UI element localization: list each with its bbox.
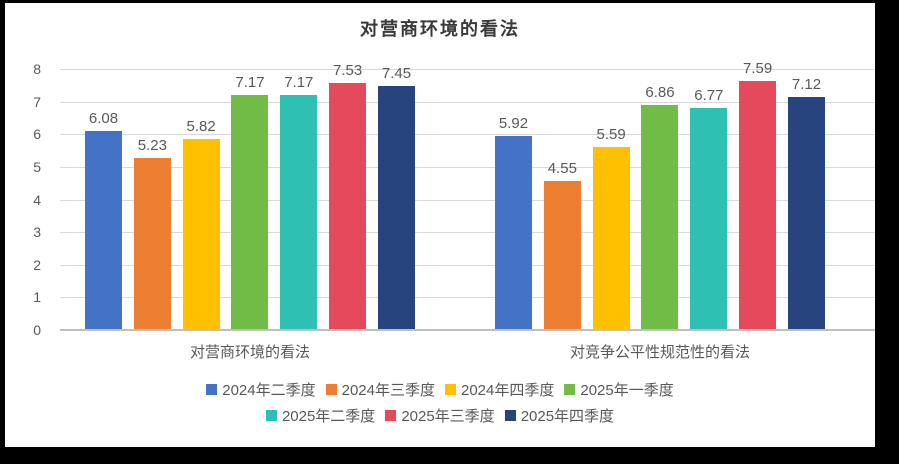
legend-swatch: [265, 410, 277, 421]
bar: [231, 95, 269, 329]
chart-canvas: 对营商环境的看法 0 1 2 3 4 5 6 7 8 6.08 5.23 5.82 7.17 7.17 7.…: [5, 3, 875, 447]
bar: [495, 135, 532, 329]
legend-swatch: [445, 384, 456, 395]
bar-wrap: 7.53: [329, 62, 367, 329]
legend-label: 2025年四季度: [520, 408, 615, 425]
legend-item: 2025年四季度: [504, 405, 615, 426]
x-axis-line: [60, 329, 875, 331]
bar: [85, 130, 122, 329]
bar-wrap: 7.45: [377, 64, 415, 329]
bar-value-label: 5.23: [137, 137, 167, 155]
legend-label: 2025年三季度: [401, 408, 495, 425]
bar: [133, 158, 171, 329]
legend-swatch: [325, 384, 337, 395]
bar-value-label: 5.82: [186, 118, 216, 136]
legend-label: 2025年二季度: [281, 408, 376, 425]
y-axis-tick-label: 8: [33, 61, 41, 77]
bar-groups: 6.08 5.23 5.82 7.17 7.17 7.53 7.45 5.92 4.55 5.59…: [60, 60, 875, 329]
chart-title: 对营商环境的看法: [360, 19, 520, 39]
bar-wrap: 7.17: [280, 74, 318, 329]
bar: [690, 108, 728, 329]
legend-item: 2025年三季度: [385, 405, 495, 426]
bar-wrap: 7.12: [787, 75, 825, 329]
bar-value-label: 5.92: [498, 114, 529, 132]
bar: [739, 81, 777, 329]
bar-wrap: 4.55: [543, 159, 581, 329]
bar-wrap: 5.82: [182, 118, 220, 329]
plot-area: 0 1 2 3 4 5 6 7 8 6.08 5.23 5.82 7.17 7.17 7.53 7.45 5.9…: [5, 60, 875, 338]
bar-group: 5.92 4.55 5.59 6.86 6.77 7.59 7.12: [495, 60, 825, 329]
legend-row: 2025年二季度 2025年三季度 2025年四季度: [5, 405, 875, 426]
y-axis-tick-label: 3: [33, 224, 41, 241]
legend-swatch: [564, 384, 576, 395]
gridline: [60, 166, 875, 168]
y-axis-tick-label: 2: [33, 256, 41, 273]
legend-swatch: [385, 410, 397, 421]
gridline: [60, 69, 875, 70]
gridline: [60, 264, 875, 266]
bar-wrap: 5.23: [133, 137, 171, 329]
bar-group: 6.08 5.23 5.82 7.17 7.17 7.53 7.45: [85, 62, 415, 329]
bar-wrap: 5.59: [592, 125, 630, 329]
legend-label: 2025年一季度: [580, 382, 674, 399]
bar-wrap: 7.17: [231, 74, 269, 329]
legend-item: 2025年二季度: [265, 405, 376, 426]
legend-item: 2024年三季度: [325, 379, 435, 400]
bar-value-label: 7.53: [333, 62, 363, 80]
y-axis-tick-label: 7: [33, 93, 41, 110]
bar: [787, 96, 825, 329]
legend-swatch: [206, 384, 218, 395]
legend-item: 2024年四季度: [445, 379, 554, 400]
y-axis-tick-label: 1: [33, 289, 41, 306]
y-axis-tick-label: 6: [33, 126, 41, 143]
bar: [543, 180, 581, 329]
bar-wrap: 6.86: [641, 84, 679, 329]
gridline: [60, 134, 875, 136]
bar-value-label: 6.86: [645, 84, 675, 102]
y-axis-tick-label: 0: [33, 322, 41, 338]
x-axis-category-row: 对营商环境的看法 对竞争公平性规范性的看法: [60, 341, 875, 362]
bar-value-label: 6.77: [694, 87, 724, 105]
legend: 2024年二季度 2024年三季度 2024年四季度 2025年一季度 2025年二季度…: [5, 379, 875, 431]
bar-value-label: 7.17: [284, 74, 314, 92]
bar: [641, 105, 679, 329]
legend-row: 2024年二季度 2024年三季度 2024年四季度 2025年一季度: [5, 379, 875, 400]
bar-value-label: 5.59: [596, 125, 626, 143]
bar-value-label: 7.59: [743, 60, 773, 78]
legend-label: 2024年三季度: [341, 382, 435, 399]
y-axis-tick-label: 5: [33, 158, 41, 175]
gridline: [60, 297, 875, 299]
bar-value-label: 6.08: [88, 109, 119, 127]
gridline: [60, 232, 875, 234]
y-axis-tick-label: 4: [33, 191, 41, 208]
x-axis-category-label: 对营商环境的看法: [189, 344, 310, 361]
legend-swatch: [504, 410, 516, 421]
bar-wrap: 7.59: [739, 60, 777, 329]
bar-value-label: 4.55: [547, 159, 577, 177]
bar: [377, 85, 415, 329]
gridline: [60, 199, 875, 201]
legend-item: 2024年二季度: [206, 379, 316, 400]
bar-wrap: 6.77: [690, 87, 728, 329]
bar: [280, 95, 318, 329]
x-axis-category-label: 对竞争公平性规范性的看法: [569, 344, 750, 361]
bar-value-label: 7.45: [381, 64, 412, 82]
bar: [182, 139, 220, 329]
legend-item: 2025年一季度: [564, 379, 674, 400]
bar: [592, 146, 630, 329]
bar-value-label: 7.17: [235, 74, 265, 92]
legend-label: 2024年四季度: [461, 382, 555, 399]
legend-label: 2024年二季度: [222, 382, 316, 399]
bar-value-label: 7.12: [791, 75, 822, 93]
bar-wrap: 6.08: [85, 110, 122, 329]
bar: [329, 83, 367, 329]
gridline: [60, 101, 875, 103]
bar-wrap: 5.92: [495, 115, 532, 329]
